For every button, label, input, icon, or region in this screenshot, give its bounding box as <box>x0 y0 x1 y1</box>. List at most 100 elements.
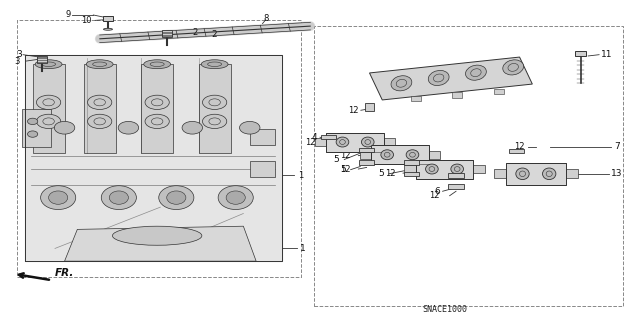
Bar <box>416 160 473 179</box>
Bar <box>509 149 524 153</box>
Bar <box>404 160 419 165</box>
Ellipse shape <box>201 60 228 69</box>
Bar <box>33 64 65 153</box>
Text: 1: 1 <box>298 171 303 180</box>
Bar <box>103 16 113 21</box>
Ellipse shape <box>144 60 171 69</box>
Ellipse shape <box>516 168 529 180</box>
Text: 12: 12 <box>514 142 524 151</box>
Ellipse shape <box>109 191 129 204</box>
Text: 12: 12 <box>385 169 396 178</box>
Bar <box>371 145 429 164</box>
Text: 12: 12 <box>429 191 440 200</box>
Ellipse shape <box>35 60 62 69</box>
Text: 3: 3 <box>17 50 22 59</box>
Ellipse shape <box>428 70 449 85</box>
Text: 5: 5 <box>333 155 339 164</box>
Ellipse shape <box>182 122 202 134</box>
Text: 12: 12 <box>305 138 316 147</box>
Bar <box>326 132 384 152</box>
Bar <box>452 93 463 98</box>
Text: 10: 10 <box>81 16 92 25</box>
Bar <box>37 56 47 63</box>
Bar <box>493 89 504 94</box>
Ellipse shape <box>543 168 556 180</box>
Bar <box>84 64 116 153</box>
Ellipse shape <box>86 60 113 69</box>
Ellipse shape <box>226 191 245 204</box>
Text: 7: 7 <box>614 142 620 151</box>
Bar <box>250 161 275 177</box>
Ellipse shape <box>503 60 524 75</box>
Text: 4: 4 <box>312 133 317 142</box>
Text: 12: 12 <box>340 151 351 160</box>
Bar <box>141 64 173 153</box>
Ellipse shape <box>101 186 136 210</box>
Ellipse shape <box>118 122 139 134</box>
Text: SNACE1000: SNACE1000 <box>422 305 467 314</box>
Bar <box>315 138 326 146</box>
Text: 5: 5 <box>340 165 346 174</box>
Ellipse shape <box>88 114 112 129</box>
Ellipse shape <box>88 95 112 109</box>
Text: 2: 2 <box>193 28 198 37</box>
Text: 8: 8 <box>263 14 268 23</box>
Text: 5: 5 <box>378 169 384 178</box>
Ellipse shape <box>28 131 38 137</box>
Ellipse shape <box>104 28 113 30</box>
Ellipse shape <box>167 191 186 204</box>
Bar <box>22 109 51 147</box>
Text: 9: 9 <box>66 11 71 19</box>
Ellipse shape <box>40 186 76 210</box>
Text: 3: 3 <box>14 56 19 65</box>
Bar <box>449 184 464 189</box>
Ellipse shape <box>465 65 486 80</box>
Bar <box>359 148 374 152</box>
Bar <box>314 26 623 306</box>
Ellipse shape <box>451 164 463 174</box>
Ellipse shape <box>49 191 68 204</box>
Ellipse shape <box>381 150 394 160</box>
Text: 2: 2 <box>211 30 217 39</box>
Ellipse shape <box>54 122 75 134</box>
Bar <box>506 163 566 185</box>
Ellipse shape <box>426 164 438 174</box>
Polygon shape <box>369 57 532 100</box>
Polygon shape <box>65 226 256 261</box>
Ellipse shape <box>145 114 170 129</box>
Ellipse shape <box>406 150 419 160</box>
Text: 12: 12 <box>340 165 351 174</box>
Ellipse shape <box>159 186 194 210</box>
Bar <box>384 138 396 146</box>
Ellipse shape <box>218 186 253 210</box>
Ellipse shape <box>113 226 202 245</box>
Polygon shape <box>25 55 282 261</box>
Bar <box>473 165 484 173</box>
Text: 13: 13 <box>611 169 622 178</box>
Ellipse shape <box>202 95 227 109</box>
Text: FR.: FR. <box>55 268 74 278</box>
Bar <box>404 172 419 176</box>
Ellipse shape <box>28 118 38 124</box>
Text: 6: 6 <box>435 187 440 196</box>
Ellipse shape <box>362 137 374 147</box>
Ellipse shape <box>336 137 349 147</box>
Ellipse shape <box>145 95 170 109</box>
Bar <box>449 173 464 178</box>
Bar <box>566 169 578 178</box>
Ellipse shape <box>391 76 412 91</box>
Bar <box>360 151 371 159</box>
Bar <box>17 20 301 277</box>
Bar <box>162 30 172 37</box>
Bar <box>321 135 336 139</box>
Text: 1: 1 <box>300 244 305 253</box>
Bar <box>359 160 374 165</box>
Bar <box>411 96 421 101</box>
Ellipse shape <box>36 95 61 109</box>
Ellipse shape <box>36 114 61 129</box>
Text: 12: 12 <box>348 106 358 115</box>
Text: 11: 11 <box>601 50 612 59</box>
Bar <box>575 51 586 56</box>
Ellipse shape <box>239 122 260 134</box>
Bar <box>365 103 374 111</box>
